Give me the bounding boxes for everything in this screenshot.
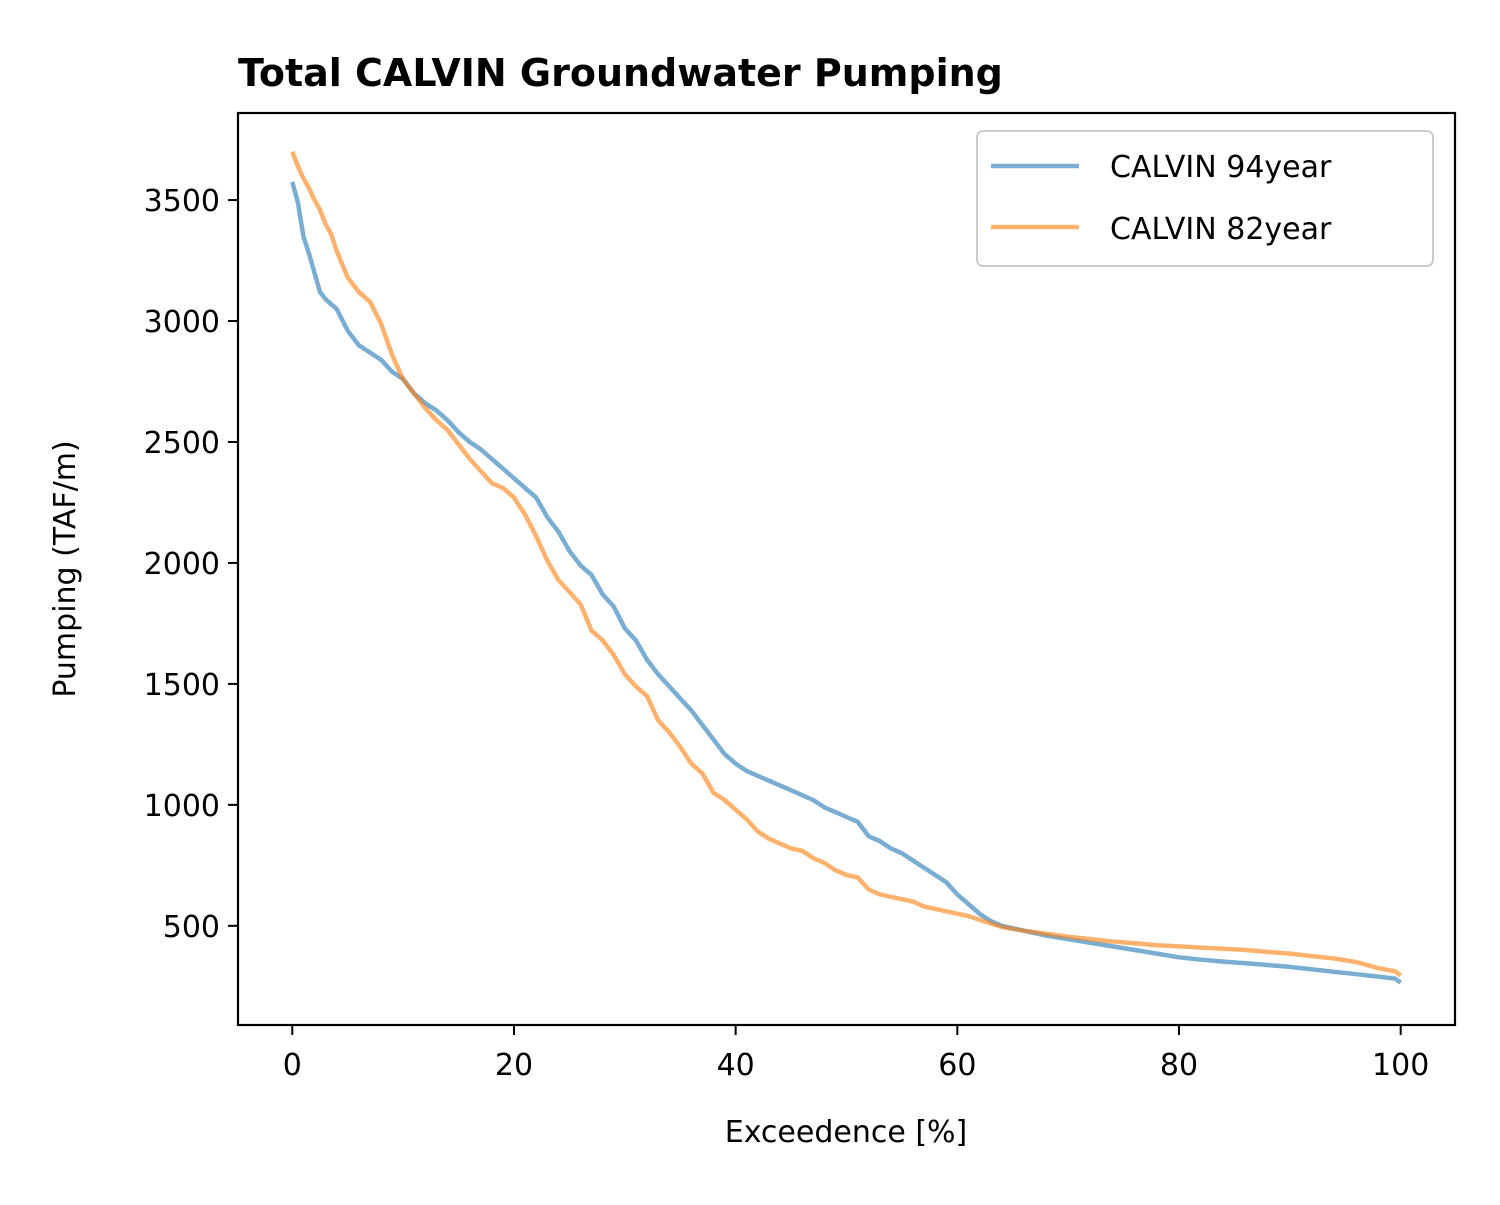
legend: CALVIN 94year CALVIN 82year [976, 130, 1434, 267]
x-axis-label: Exceedence [%] [725, 1115, 968, 1150]
plot-frame [236, 111, 1457, 1027]
x-tick-label: 100 [1372, 1048, 1429, 1083]
x-tick-label: 40 [717, 1048, 755, 1083]
chart-title: Total CALVIN Groundwater Pumping [238, 51, 1003, 95]
x-axis: 0 20 40 60 80 100 [283, 1025, 1429, 1083]
x-tick-label: 0 [283, 1048, 302, 1083]
y-tick-label: 1500 [144, 668, 220, 703]
legend-box [976, 130, 1434, 267]
y-tick-label: 3000 [144, 305, 220, 340]
y-axis-label: Pumping (TAF/m) [48, 440, 83, 697]
x-tick-label: 80 [1160, 1048, 1198, 1083]
y-axis: 500 1000 1500 2000 2500 3000 3500 [144, 184, 238, 945]
y-tick-label: 3500 [144, 184, 220, 219]
y-tick-label: 2500 [144, 426, 220, 461]
y-tick-label: 1000 [144, 789, 220, 824]
plot-lines [290, 150, 1403, 985]
y-tick-label: 500 [163, 910, 220, 945]
y-tick-label: 2000 [144, 547, 220, 582]
x-tick-label: 20 [495, 1048, 533, 1083]
series-line-calvin-82year [290, 150, 1403, 978]
legend-label-calvin-94year: CALVIN 94year [1110, 150, 1332, 185]
legend-label-calvin-82year: CALVIN 82year [1110, 212, 1332, 247]
x-tick-label: 60 [938, 1048, 976, 1083]
